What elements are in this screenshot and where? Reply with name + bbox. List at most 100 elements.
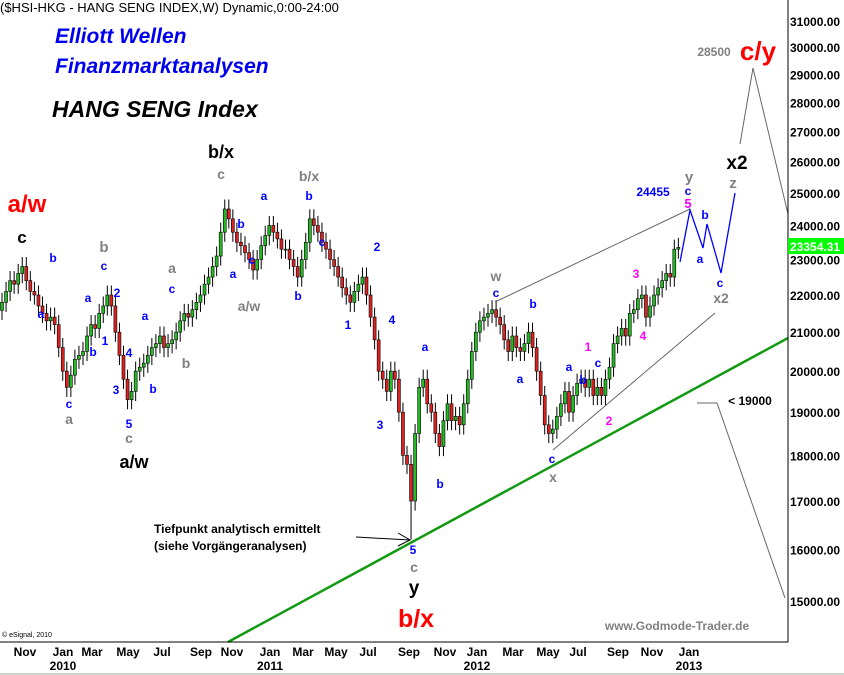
candle-body [295, 266, 300, 278]
candle-body [332, 259, 336, 267]
y-tick-label: 18000.00 [790, 449, 840, 463]
y-tick-label: 30000.00 [790, 41, 840, 55]
candle-body [218, 231, 223, 257]
candle-body [384, 378, 389, 392]
y-tick-label: 16000.00 [790, 543, 840, 557]
wave-label: b [49, 251, 56, 265]
candles [0, 199, 681, 540]
candle-body [611, 343, 616, 368]
wave-label: b [529, 297, 536, 311]
wave-label: b [579, 373, 586, 387]
candle-body [656, 287, 660, 296]
y-tick-label: 26000.00 [790, 156, 840, 170]
candle-body [563, 391, 567, 405]
candle-body [24, 266, 29, 281]
wave-label: 5 [684, 196, 691, 211]
wave-label: a [168, 260, 176, 276]
candle-body [676, 246, 681, 250]
candle-body [368, 294, 373, 318]
candle-body [113, 305, 118, 333]
candle-body [85, 335, 89, 352]
candle-body [413, 433, 417, 502]
wave-label: 4 [389, 313, 396, 327]
y-tick-label: 28000.00 [790, 96, 840, 110]
x-tick-label: Jan [679, 645, 700, 659]
wave-label: x2 [713, 290, 729, 306]
wave-label: 1 [585, 340, 592, 354]
candle-body [388, 370, 393, 392]
candle-body [550, 428, 555, 434]
copyright: © eSignal, 2010 [2, 631, 52, 639]
candle-body [312, 218, 316, 226]
candle-body [469, 351, 474, 380]
x-year-label: 2013 [676, 659, 703, 673]
candle-body [599, 387, 604, 396]
candle-body [231, 218, 235, 233]
y-tick-label: 21000.00 [790, 326, 840, 340]
y-tick-label: 15000.00 [790, 595, 840, 609]
x-tick-label: Nov [434, 645, 457, 659]
candle-body [421, 378, 426, 388]
candle-body [644, 294, 648, 318]
y-tick-label: 23000.00 [790, 253, 840, 267]
wave-label: b [294, 289, 301, 303]
candle-body [239, 242, 243, 247]
candle-body [125, 378, 130, 400]
wave-label: c [101, 259, 108, 273]
x-tick-label: Sep [398, 645, 420, 659]
candle-body [69, 374, 73, 388]
candle-body [591, 378, 596, 396]
wave-label: c [66, 397, 73, 411]
candle-body [182, 313, 187, 322]
candle-body [417, 387, 421, 434]
wave-label: b/x [398, 605, 434, 633]
brand-line-1: Elliott Wellen [55, 25, 187, 48]
x-tick-label: May [324, 645, 348, 659]
wave-label: a/w [238, 298, 261, 314]
wave-label: a [261, 189, 268, 203]
candle-body [77, 355, 81, 360]
candle-body [93, 324, 97, 329]
candle-body [303, 242, 308, 260]
candle-body [4, 291, 8, 303]
candle-body [316, 225, 320, 233]
wave-label: b/x [208, 142, 234, 162]
x-year-label: 2010 [50, 659, 77, 673]
x-tick-label: Jan [260, 645, 281, 659]
candle-body [194, 302, 199, 310]
wave-label: c [17, 228, 26, 247]
wave-label: 3 [633, 267, 640, 281]
candle-body [461, 403, 466, 426]
candle-body [510, 335, 515, 352]
upper-channel-line [494, 208, 691, 303]
x-tick-label: Mar [81, 645, 103, 659]
candle-body [247, 252, 251, 260]
wave-label: b [305, 189, 312, 203]
candle-body [579, 378, 583, 384]
candle-body [44, 313, 49, 322]
candle-body [255, 259, 259, 271]
candle-body [60, 347, 65, 372]
candle-body [441, 420, 446, 447]
candle-body [73, 358, 77, 376]
arrow-line [355, 536, 411, 541]
candle-body [162, 335, 166, 348]
candle-body [486, 313, 490, 318]
wave-label: x2 [726, 153, 747, 174]
x-tick-label: Nov [641, 645, 664, 659]
wave-label: 3 [377, 418, 384, 432]
candle-body [640, 294, 644, 299]
candle-body [494, 309, 498, 318]
candle-body [490, 309, 494, 314]
candle-body [32, 291, 37, 296]
wave-label: 2 [606, 414, 613, 428]
candle-body [154, 343, 158, 348]
wave-label: (siehe Vorgängeranalysen) [154, 539, 307, 553]
candle-body [28, 280, 33, 292]
candle-body [243, 245, 247, 253]
x-tick-label: Jan [467, 645, 488, 659]
brand-line-2: Finanzmarktanalysen [55, 55, 269, 78]
candle-body [583, 378, 588, 388]
candle-body [158, 335, 162, 344]
